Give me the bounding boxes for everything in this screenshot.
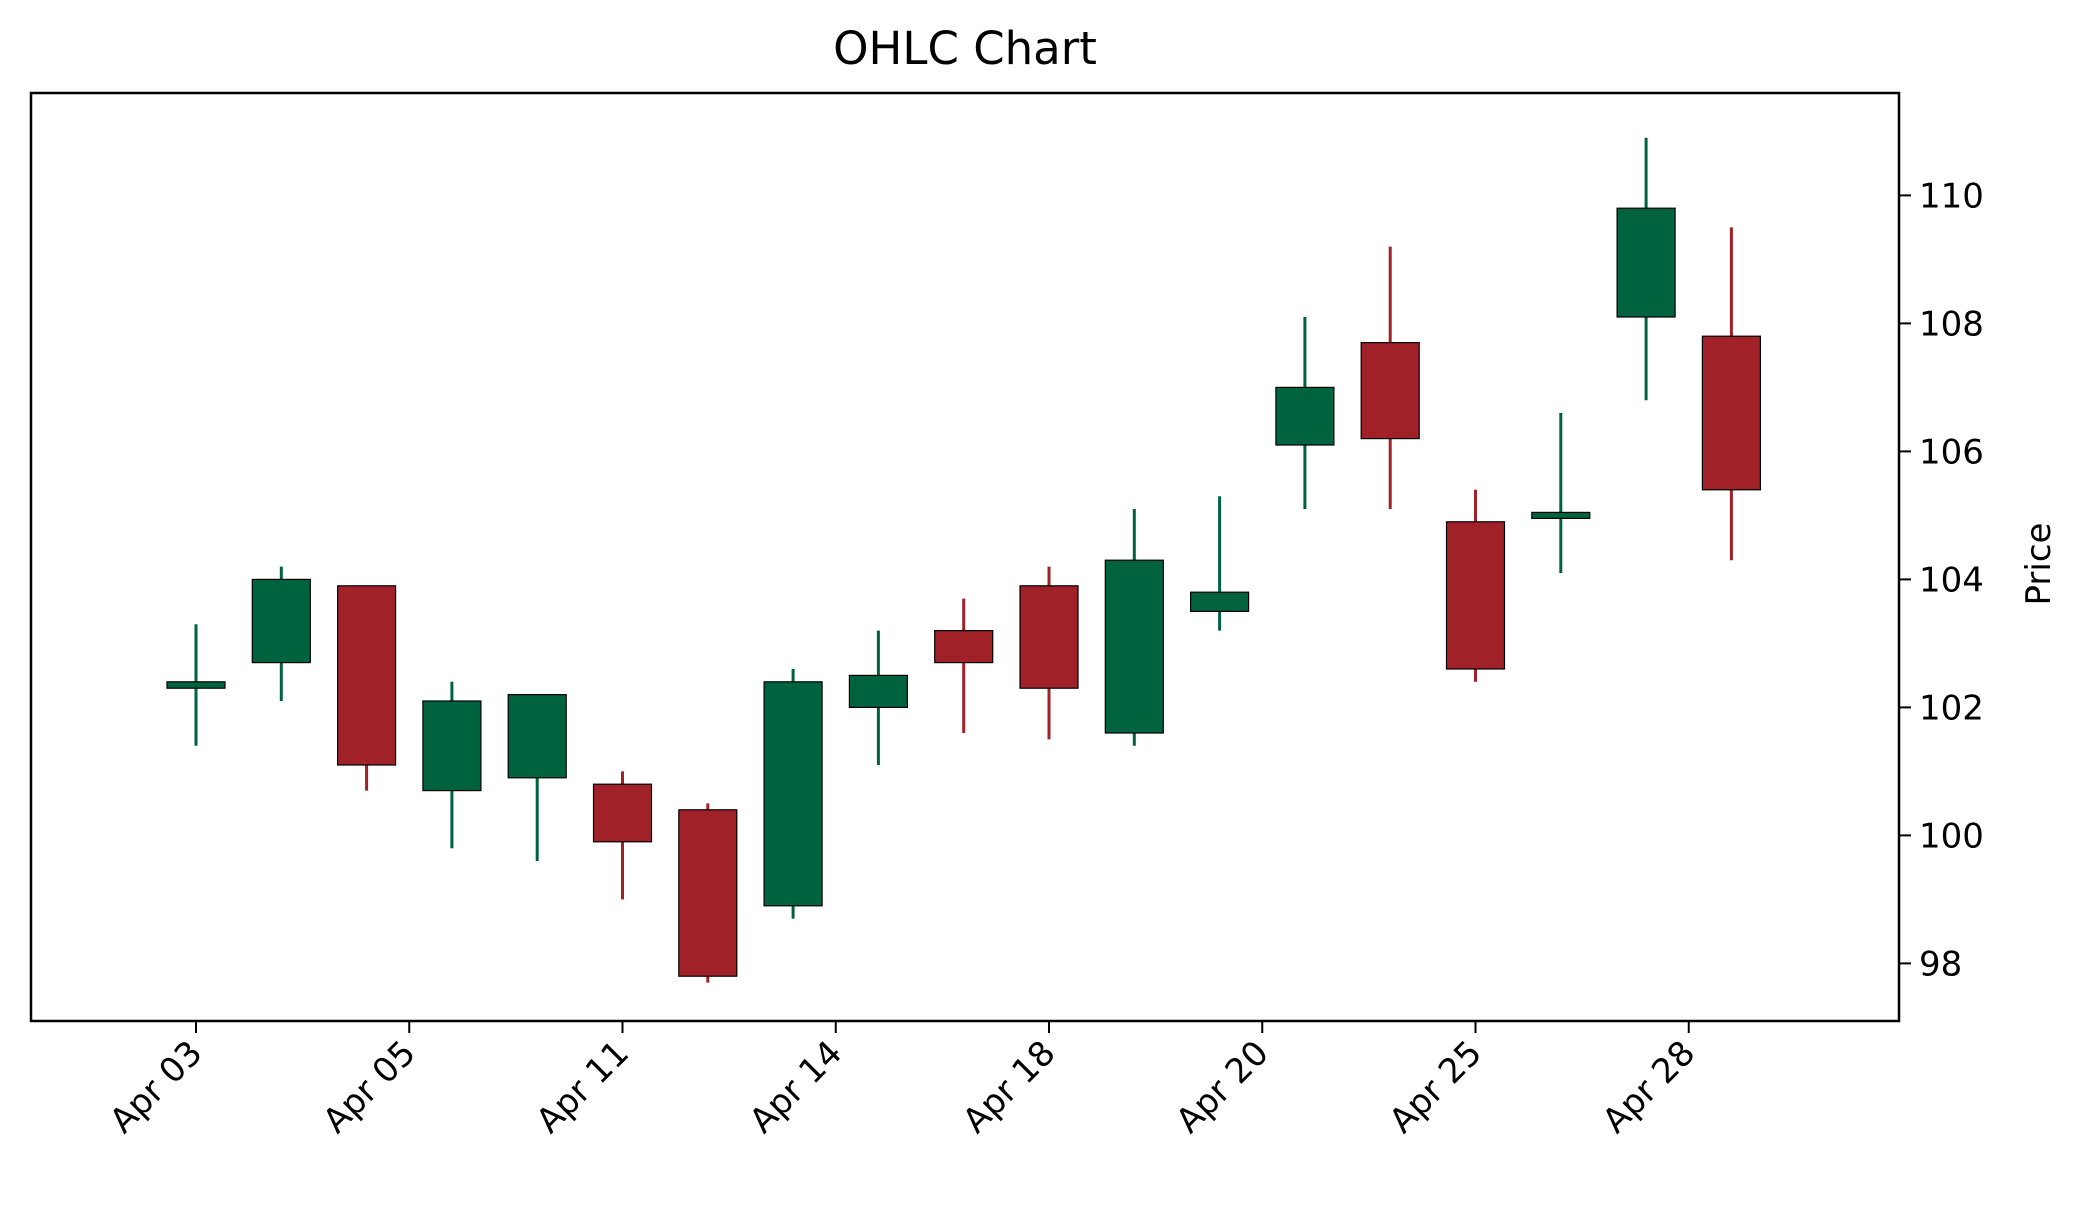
ohlc-candle <box>848 630 909 765</box>
candle-body <box>1104 559 1164 734</box>
y-axis-label: Price <box>2019 523 2059 606</box>
candle-body <box>166 681 226 689</box>
candle-body <box>507 693 567 779</box>
y-tick-label: 106 <box>1919 432 1984 472</box>
ohlc-candle <box>1189 496 1250 631</box>
candle-body <box>1445 521 1506 670</box>
candle-body <box>1189 591 1250 613</box>
candle-body <box>1019 585 1079 689</box>
candle-body <box>934 629 994 664</box>
y-tick-label: 104 <box>1919 560 1984 600</box>
candle-body <box>1701 335 1762 491</box>
candle-body <box>1360 342 1420 440</box>
ohlc-candle <box>1616 137 1676 401</box>
ohlc-candle <box>1360 246 1420 509</box>
ohlc-candle <box>1019 566 1079 740</box>
ohlc-candle <box>763 669 823 919</box>
chart-title: OHLC Chart <box>833 22 1097 75</box>
ohlc-candle <box>337 585 397 791</box>
ohlc-candle <box>1275 317 1335 509</box>
ohlc-candle <box>1104 509 1164 746</box>
ohlc-candle <box>422 681 482 849</box>
y-tick-label: 100 <box>1919 816 1984 856</box>
plot-frame <box>29 91 1901 1023</box>
ohlc-candle <box>1701 227 1762 561</box>
ohlc-candle <box>592 771 653 900</box>
candle-body <box>763 681 823 907</box>
y-tick-label: 98 <box>1919 944 1962 984</box>
y-tick-label: 110 <box>1919 176 1984 216</box>
ohlc-candle <box>1531 413 1591 573</box>
ohlc-candle <box>251 566 311 701</box>
y-tick-label: 108 <box>1919 304 1984 344</box>
candles-layer <box>166 137 1762 983</box>
ohlc-candle <box>678 803 738 983</box>
ohlc-candle <box>507 693 567 861</box>
candle-body <box>1616 207 1676 318</box>
candle-body <box>678 809 738 977</box>
candle-body <box>251 578 311 664</box>
ohlc-candle <box>166 624 226 746</box>
ohlc-candle <box>934 598 994 733</box>
candle-body <box>1275 386 1335 446</box>
candle-body <box>848 674 909 709</box>
y-tick-label: 102 <box>1919 688 1984 728</box>
candle-body <box>337 585 397 766</box>
candle-body <box>422 700 482 792</box>
ohlc-candle <box>1445 489 1506 682</box>
candle-body <box>592 783 653 843</box>
candle-body <box>1531 511 1591 520</box>
